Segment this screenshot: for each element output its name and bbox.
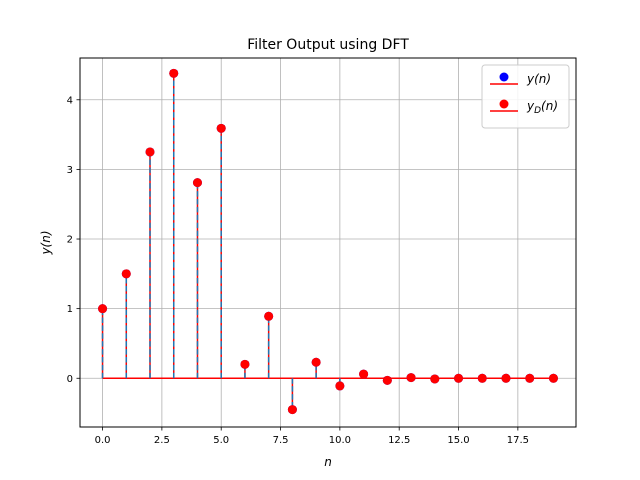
y-axis-label: y(n) (39, 230, 53, 255)
stems (101, 73, 436, 410)
y-tick-label: 2 (67, 235, 73, 246)
stem-marker-series-1 (240, 359, 250, 369)
x-tick-label: 17.5 (507, 435, 529, 446)
ticks: 0.0 2.5 5.0 7.5 10.0 12.5 15.0 17.5 0 1 2 3 4 (67, 95, 529, 446)
x-tick-label: 5.0 (213, 435, 229, 446)
stem-marker-series-1 (287, 405, 297, 415)
legend-marker (499, 72, 509, 82)
y-tick-label: 3 (67, 165, 73, 176)
stem-marker-series-1 (335, 381, 345, 391)
legend-label: yD(n) (526, 99, 558, 116)
markers (98, 68, 558, 415)
x-tick-label: 12.5 (388, 435, 410, 446)
stem-marker-series-1 (382, 375, 392, 385)
stem-marker-series-1 (359, 369, 369, 379)
y-tick-label: 4 (67, 95, 73, 106)
stem-marker-series-1 (454, 373, 464, 383)
y-tick-label: 1 (67, 304, 73, 315)
legend-label: y(n) (526, 72, 551, 86)
stem-marker-series-1 (192, 178, 202, 188)
stem-marker-series-1 (548, 373, 558, 383)
y-tick-label: 0 (67, 374, 73, 385)
stem-marker-series-1 (311, 357, 321, 367)
legend-marker (499, 99, 509, 109)
x-tick-label: 10.0 (329, 435, 351, 446)
stem-marker-series-1 (406, 373, 416, 383)
stem-marker-series-1 (216, 123, 226, 133)
x-axis-label: n (324, 455, 332, 469)
legend-box (481, 64, 570, 129)
x-tick-label: 2.5 (154, 435, 170, 446)
stem-marker-series-1 (477, 373, 487, 383)
x-tick-label: 15.0 (447, 435, 469, 446)
chart-title: Filter Output using DFT (247, 37, 409, 53)
stem-marker-series-1 (525, 373, 535, 383)
stem-marker-series-1 (169, 68, 179, 78)
stem-marker-series-1 (430, 374, 440, 384)
stem-marker-series-1 (264, 311, 274, 321)
plot-frame (79, 57, 577, 428)
x-tick-label: 7.5 (273, 435, 289, 446)
x-tick-label: 0.0 (95, 435, 111, 446)
stem-marker-series-1 (98, 304, 108, 314)
stem-marker-series-1 (145, 147, 155, 157)
stem-marker-series-1 (121, 269, 131, 279)
legend: y(n) yD(n) (481, 64, 570, 129)
stem-marker-series-1 (501, 373, 511, 383)
